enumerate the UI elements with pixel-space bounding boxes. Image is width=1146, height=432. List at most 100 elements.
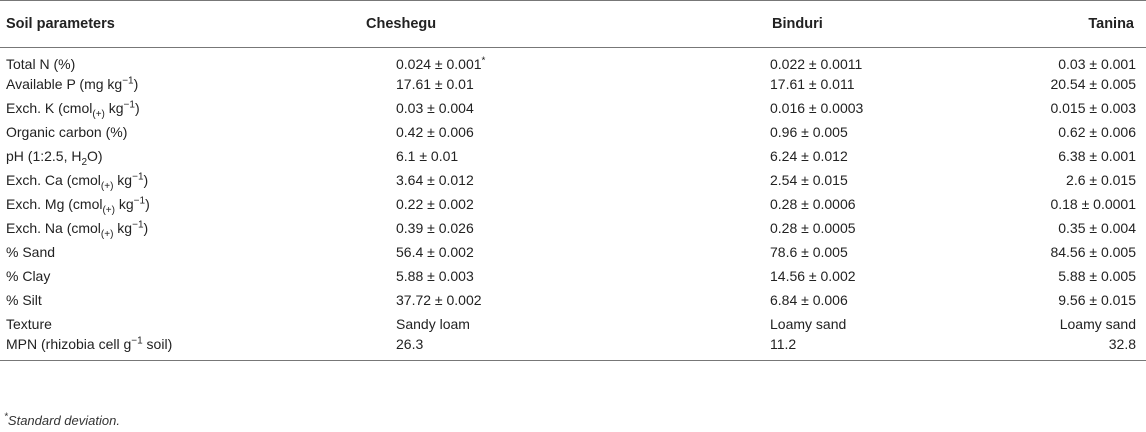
param-label: % Sand — [6, 244, 56, 260]
table-row: % Clay 5.88 ± 0.003 14.56 ± 0.002 5.88 ±… — [0, 264, 1146, 288]
cheshegu-value: 17.61 ± 0.01 — [396, 76, 474, 92]
header-soil-parameters: Soil parameters — [0, 0, 266, 48]
param-cell: MPN (rhizobia cell g−1 soil) — [0, 336, 266, 361]
tanina-value: 9.56 ± 0.015 — [1058, 292, 1136, 308]
unit-subscript: (+) — [102, 204, 115, 216]
table-body: Total N (%) 0.024 ± 0.001* 0.022 ± 0.001… — [0, 48, 1146, 361]
param-label: Exch. Mg (cmol — [6, 196, 103, 212]
cheshegu-value: 56.4 ± 0.002 — [396, 244, 474, 260]
binduri-value: 0.96 ± 0.005 — [770, 124, 848, 140]
header-tanina: Tanina — [932, 0, 1146, 48]
param-label: Available P (mg kg — [6, 76, 123, 92]
param-label-end: ) — [143, 172, 149, 188]
binduri-value: 78.6 ± 0.005 — [770, 244, 848, 260]
tanina-value: 32.8 — [932, 336, 1146, 361]
unit-superscript: −1 — [132, 219, 144, 231]
param-cell: Exch. Mg (cmol(+) kg−1) — [0, 192, 266, 216]
tanina-value: 0.18 ± 0.0001 — [1050, 196, 1136, 212]
unit-subscript: (+) — [100, 228, 114, 240]
table-row: Available P (mg kg−1) 17.61 ± 0.01 17.61… — [0, 72, 1146, 96]
param-cell: Texture — [0, 312, 266, 336]
table-row: % Sand 56.4 ± 0.002 78.6 ± 0.005 84.56 ±… — [0, 240, 1146, 264]
cheshegu-value: 3.64 ± 0.012 — [396, 172, 474, 188]
param-label-end: O) — [87, 148, 103, 164]
cheshegu-value: 0.42 ± 0.006 — [396, 124, 474, 140]
param-label-end: ) — [133, 76, 139, 92]
binduri-value: 0.016 ± 0.0003 — [770, 100, 864, 116]
param-label: Texture — [6, 316, 52, 332]
param-cell: Exch. Ca (cmol(+) kg−1) — [0, 168, 266, 192]
footnote-text: Standard deviation. — [7, 413, 120, 428]
param-cell: Exch. Na (cmol(+) kg−1) — [0, 216, 266, 240]
tanina-value: 2.6 ± 0.015 — [1066, 172, 1136, 188]
cheshegu-value: 0.03 ± 0.004 — [396, 100, 474, 116]
unit-superscript: −1 — [133, 195, 146, 207]
param-label-mid: kg — [114, 196, 134, 212]
table-row: Exch. K (cmol(+) kg−1) 0.03 ± 0.004 0.01… — [0, 96, 1146, 120]
binduri-value: 11.2 — [616, 336, 932, 361]
table-footnote: *Standard deviation. — [4, 411, 120, 428]
binduri-value: 14.56 ± 0.002 — [770, 268, 856, 284]
param-label-mid: kg — [113, 220, 133, 236]
cheshegu-value: 0.024 ± 0.001* — [266, 48, 616, 72]
param-label: MPN (rhizobia cell g — [6, 336, 132, 352]
unit-superscript: −1 — [132, 171, 144, 183]
unit-subscript: (+) — [92, 108, 105, 120]
cheshegu-value: 6.1 ± 0.01 — [396, 148, 459, 164]
param-cell: % Sand — [0, 240, 266, 264]
cheshegu-value: 37.72 ± 0.002 — [396, 292, 482, 308]
binduri-value: 17.61 ± 0.011 — [770, 76, 855, 92]
table-header: Soil parameters Cheshegu Binduri Tanina — [0, 0, 1146, 48]
param-label: Exch. K (cmol — [6, 100, 93, 116]
param-label: Organic carbon (%) — [6, 124, 128, 140]
tanina-value: Loamy sand — [1059, 316, 1136, 332]
param-label: % Clay — [6, 268, 51, 284]
tanina-value: 0.62 ± 0.006 — [1058, 124, 1136, 140]
tanina-value: 0.015 ± 0.003 — [1050, 100, 1136, 116]
tanina-value: 5.88 ± 0.005 — [1058, 268, 1136, 284]
table-row: MPN (rhizobia cell g−1 soil) 26.3 11.2 3… — [0, 336, 1146, 361]
table-row: Total N (%) 0.024 ± 0.001* 0.022 ± 0.001… — [0, 48, 1146, 72]
unit-superscript: −1 — [122, 75, 134, 87]
footnote-mark: * — [481, 55, 486, 67]
param-cell: Exch. K (cmol(+) kg−1) — [0, 96, 266, 120]
table-row: pH (1:2.5, H2O) 6.1 ± 0.01 6.24 ± 0.012 … — [0, 144, 1146, 168]
param-label-end: ) — [143, 220, 149, 236]
param-cell: Total N (%) — [0, 48, 266, 72]
header-cheshegu: Cheshegu — [266, 0, 616, 48]
param-label-end: soil) — [142, 336, 173, 352]
cheshegu-value: Sandy loam — [396, 316, 470, 332]
param-cell: Organic carbon (%) — [0, 120, 266, 144]
param-cell: % Silt — [0, 288, 266, 312]
table-row: % Silt 37.72 ± 0.002 6.84 ± 0.006 9.56 ±… — [0, 288, 1146, 312]
param-cell: pH (1:2.5, H2O) — [0, 144, 266, 168]
param-cell: Available P (mg kg−1) — [0, 72, 266, 96]
table-row: Exch. Na (cmol(+) kg−1) 0.39 ± 0.026 0.2… — [0, 216, 1146, 240]
table-row: Organic carbon (%) 0.42 ± 0.006 0.96 ± 0… — [0, 120, 1146, 144]
unit-subscript: 2 — [81, 156, 88, 168]
header-row: Soil parameters Cheshegu Binduri Tanina — [0, 0, 1146, 48]
param-label: Total N (%) — [6, 56, 76, 72]
binduri-value: 6.24 ± 0.012 — [770, 148, 848, 164]
unit-superscript: −1 — [131, 335, 143, 347]
tanina-value: 0.35 ± 0.004 — [1058, 220, 1136, 236]
param-label-end: ) — [145, 196, 150, 212]
param-label: Exch. Na (cmol — [6, 220, 101, 236]
binduri-value: 0.022 ± 0.0011 — [770, 56, 863, 72]
tanina-value: 20.54 ± 0.005 — [1050, 76, 1136, 92]
table-row: Exch. Ca (cmol(+) kg−1) 3.64 ± 0.012 2.5… — [0, 168, 1146, 192]
value-text: 0.024 ± 0.001 — [396, 56, 482, 72]
param-label: Exch. Ca (cmol — [6, 172, 101, 188]
unit-superscript: −1 — [123, 99, 135, 111]
cheshegu-value: 5.88 ± 0.003 — [396, 268, 474, 284]
header-binduri: Binduri — [616, 0, 932, 48]
param-cell: % Clay — [0, 264, 266, 288]
table-row: Texture Sandy loam Loamy sand Loamy sand — [0, 312, 1146, 336]
footnote-marker: * — [4, 411, 8, 423]
cheshegu-value: 0.39 ± 0.026 — [396, 220, 474, 236]
param-label: % Silt — [6, 292, 42, 308]
tanina-value: 84.56 ± 0.005 — [1050, 244, 1136, 260]
soil-parameters-table: Soil parameters Cheshegu Binduri Tanina … — [0, 0, 1146, 361]
unit-subscript: (+) — [100, 180, 114, 192]
binduri-value: 0.28 ± 0.0005 — [770, 220, 856, 236]
